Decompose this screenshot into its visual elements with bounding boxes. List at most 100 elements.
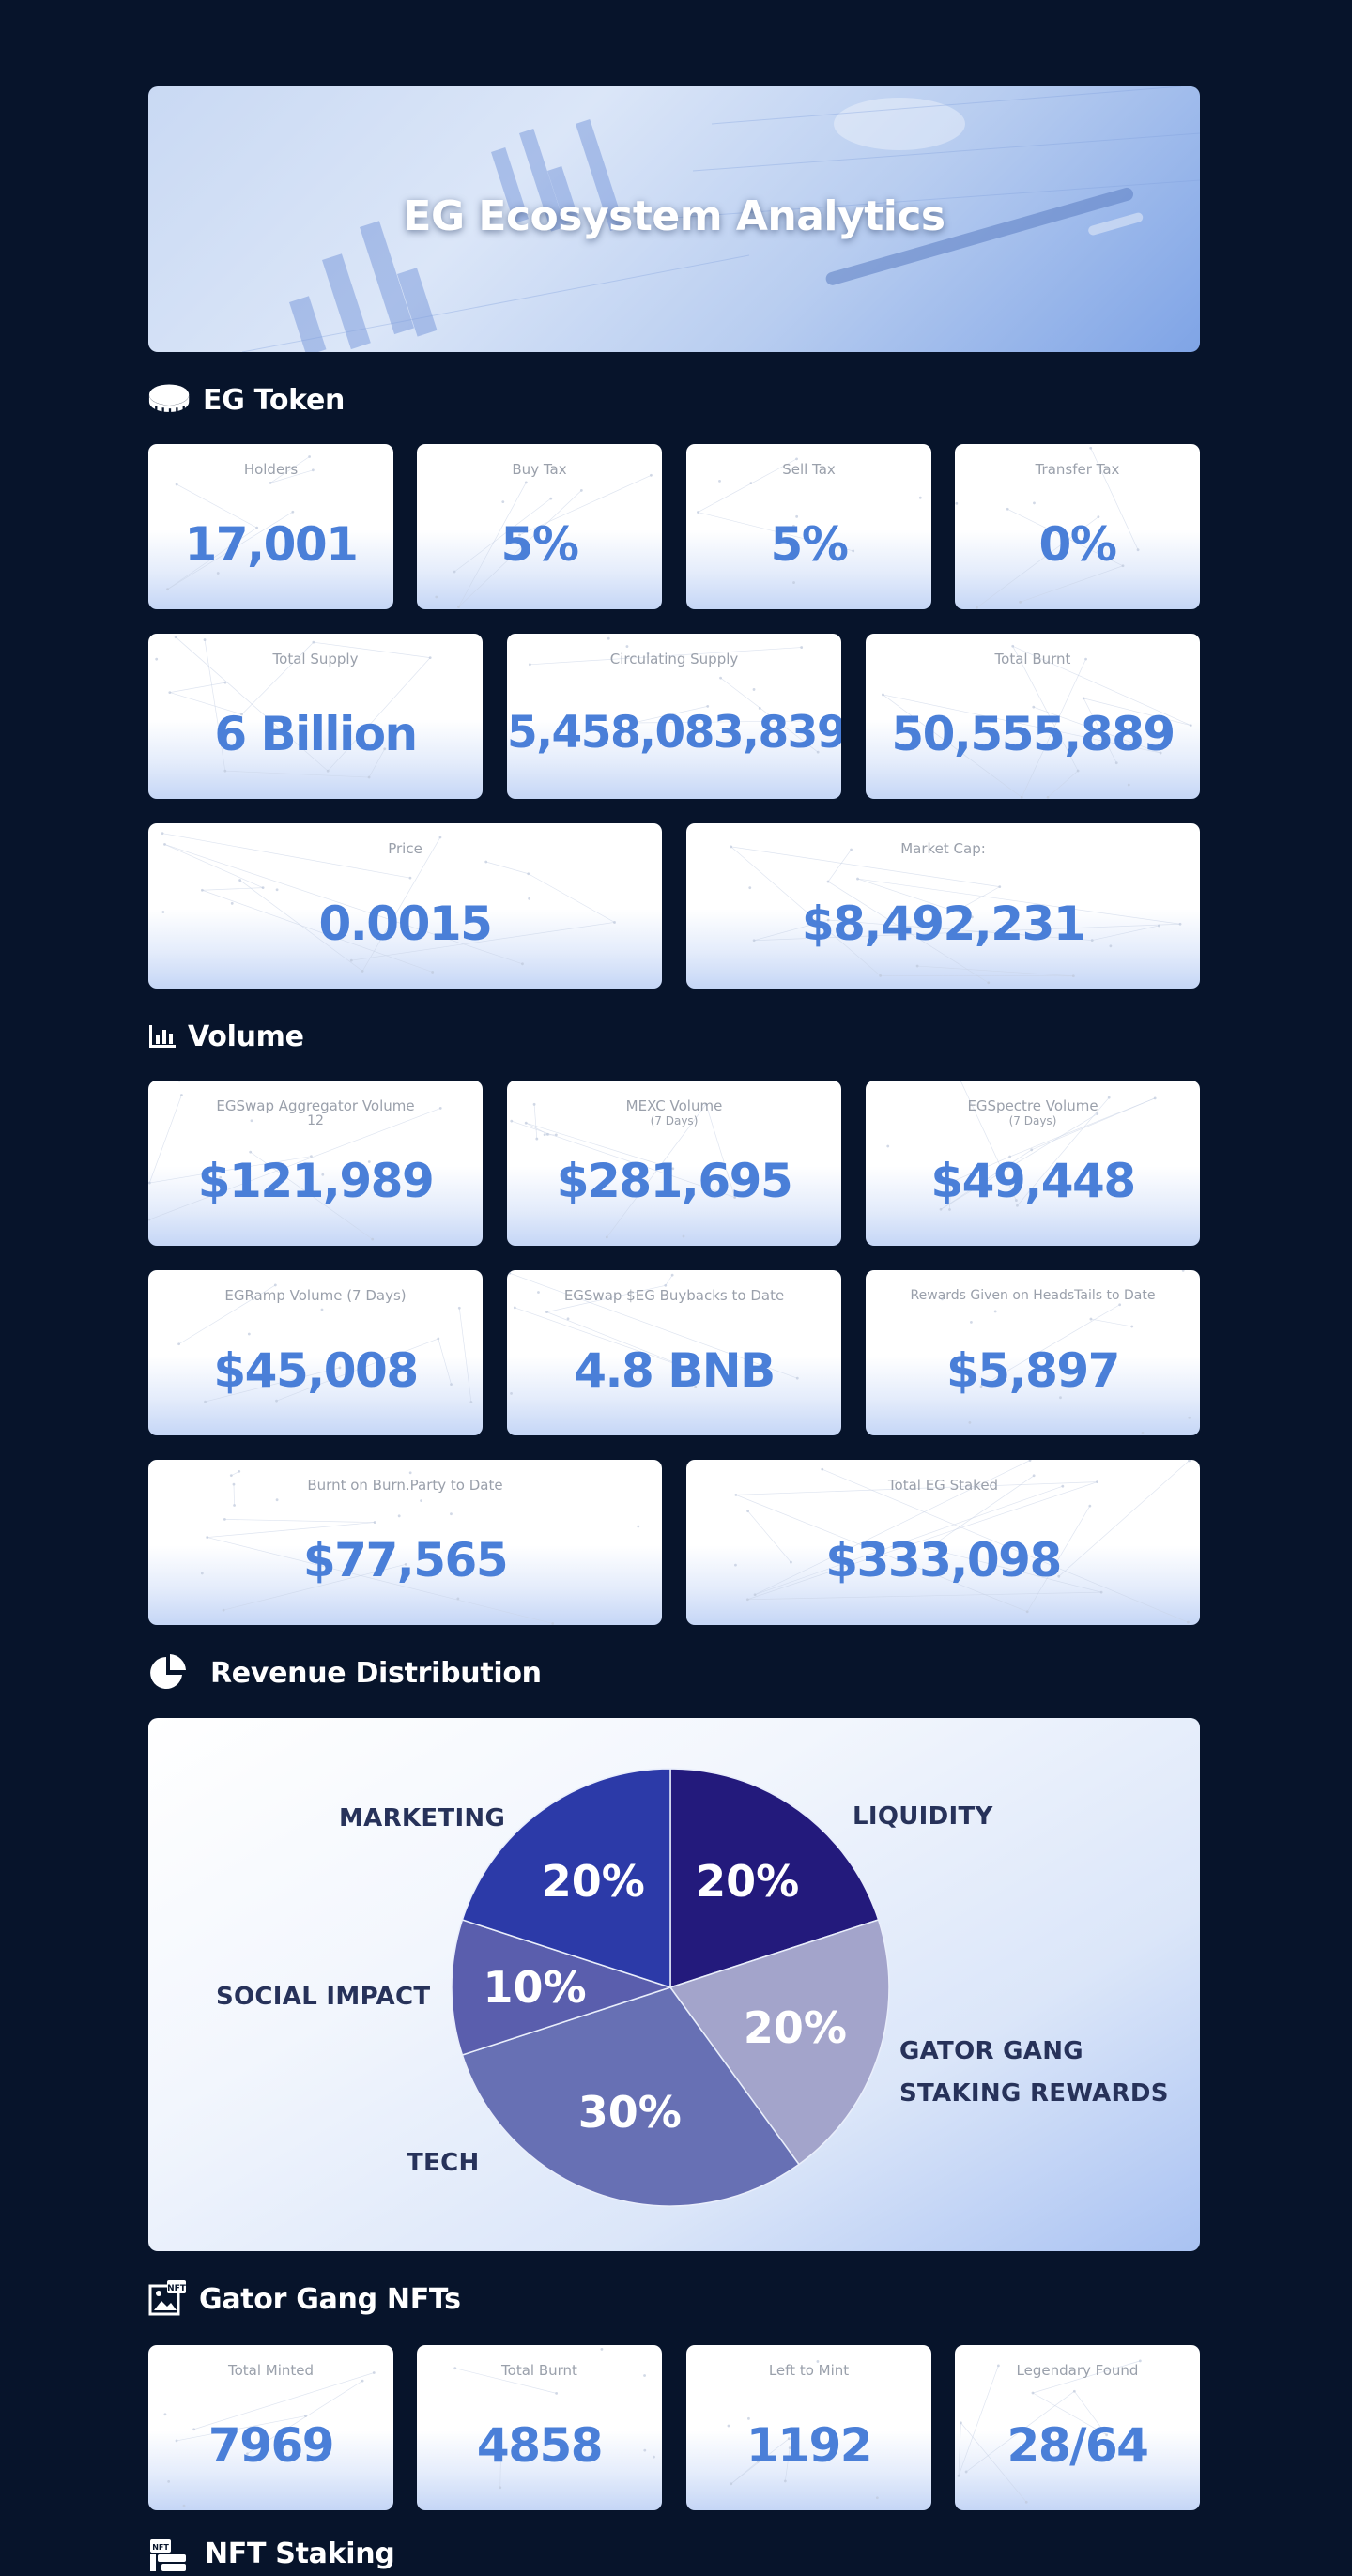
stat-label: EGSwap Aggregator Volume 12 xyxy=(158,1097,473,1127)
stat-card-egswap-aggregator-volume: EGSwap Aggregator Volume 12 $121,989 xyxy=(148,1081,483,1246)
stat-value: 4.8 BNB xyxy=(574,1343,776,1398)
pie-chart-icon xyxy=(148,1654,210,1692)
nft-staking-icon: NFT xyxy=(148,2536,205,2571)
card-background-pattern xyxy=(727,2360,879,2500)
section-header-revenue: Revenue Distribution xyxy=(148,1652,542,1694)
stat-label-sub: (7 Days) xyxy=(650,1114,699,1127)
stat-card-price: Price 0.0015 xyxy=(148,823,662,989)
stat-label: Legendary Found xyxy=(1016,2362,1139,2379)
svg-text:NFT: NFT xyxy=(152,2543,169,2552)
stat-card-market-cap: Market Cap: $8,492,231 xyxy=(686,823,1200,989)
stat-label: EGSwap $EG Buybacks to Date xyxy=(563,1287,785,1304)
card-background-pattern xyxy=(886,1081,1157,1211)
hero-background-graphic xyxy=(241,86,1200,352)
stat-label: Burnt on Burn.Party to Date xyxy=(307,1477,503,1494)
card-background-pattern xyxy=(882,644,1192,799)
section-header-token: EG Token xyxy=(148,379,345,421)
stat-label: Circulating Supply xyxy=(609,651,739,667)
section-title-volume: Volume xyxy=(188,1020,304,1053)
card-background-pattern xyxy=(955,446,1140,609)
stat-card-egspectre-volume: EGSpectre Volume (7 Days) $49,448 xyxy=(866,1081,1200,1246)
stat-value: 1192 xyxy=(745,2418,873,2473)
stat-value: 50,555,889 xyxy=(891,707,1175,761)
card-background-pattern xyxy=(453,2347,655,2490)
card-background-pattern xyxy=(200,1470,640,1625)
stat-label: Rewards Given on HeadsTails to Date xyxy=(910,1288,1156,1303)
stat-card-egramp-volume: EGRamp Volume (7 Days) $45,008 xyxy=(148,1270,483,1435)
card-background-pattern xyxy=(510,1102,737,1239)
section-title-revenue: Revenue Distribution xyxy=(210,1656,542,1690)
nft-image-icon: NFT xyxy=(148,2280,199,2318)
section-header-staking: NFT NFT Staking xyxy=(148,2535,395,2572)
card-background-pattern xyxy=(730,845,1182,985)
stat-label: Holders xyxy=(243,461,299,478)
stat-value: 17,001 xyxy=(184,517,359,572)
card-background-pattern xyxy=(734,1460,1191,1624)
card-background-pattern xyxy=(528,636,820,754)
stat-value: $49,448 xyxy=(930,1154,1136,1208)
stat-value: 4858 xyxy=(476,2418,604,2473)
card-background-pattern xyxy=(941,1270,1191,1434)
card-background-pattern xyxy=(177,1283,473,1403)
section-title-nfts: Gator Gang NFTs xyxy=(199,2282,461,2316)
pie-value-label: 10% xyxy=(483,1962,586,2013)
stat-value: $121,989 xyxy=(197,1154,435,1208)
section-header-nfts: NFT Gator Gang NFTs xyxy=(148,2278,461,2320)
stat-label: Price xyxy=(388,840,422,857)
pie-slice-gator-gang-staking-rewards xyxy=(668,1919,890,2166)
pie-label-tech: TECH xyxy=(407,2149,480,2177)
stat-card-egswap-buybacks: EGSwap $EG Buybacks to Date 4.8 BNB xyxy=(507,1270,841,1435)
pie-slice-social-impact xyxy=(451,1919,673,2056)
stat-value: 5% xyxy=(770,517,849,572)
stat-label: Total Burnt xyxy=(994,651,1071,667)
stat-label-main: EGSpectre Volume xyxy=(967,1097,1098,1114)
pie-label-social-impact: SOCIAL IMPACT xyxy=(216,1983,431,2011)
pie-slice-tech xyxy=(461,1986,801,2207)
stat-value: $45,008 xyxy=(213,1343,419,1398)
stat-label: EGRamp Volume (7 Days) xyxy=(224,1287,407,1304)
pie-label-liquidity: LIQUIDITY xyxy=(853,1802,993,1831)
section-title-token: EG Token xyxy=(203,383,346,417)
pie-value-label: 20% xyxy=(744,2002,847,2053)
stat-card-nft-total-burnt: Total Burnt 4858 xyxy=(417,2345,662,2510)
stat-card-transfer-tax: Transfer Tax 0% xyxy=(955,444,1200,609)
coin-stack-icon xyxy=(148,381,192,419)
hero-banner: EG Ecosystem Analytics xyxy=(148,86,1200,352)
section-title-staking: NFT Staking xyxy=(205,2537,395,2570)
stat-label-sub: (7 Days) xyxy=(1008,1114,1057,1127)
stat-label: EGSpectre Volume (7 Days) xyxy=(875,1097,1191,1127)
stat-value: $281,695 xyxy=(556,1154,793,1208)
stat-card-total-minted: Total Minted 7969 xyxy=(148,2345,393,2510)
stat-card-legendary-found: Legendary Found 28/64 xyxy=(955,2345,1200,2510)
pie-label-marketing: MARKETING xyxy=(339,1804,506,1832)
pie-slice-liquidity xyxy=(669,1768,880,1989)
stat-value: 7969 xyxy=(207,2418,335,2473)
stat-label-main: EGSwap Aggregator Volume xyxy=(216,1097,415,1114)
stat-label: Market Cap: xyxy=(900,840,986,857)
pie-chart: 20% 20% 30% 10% 20% xyxy=(451,1768,890,2207)
pie-slice-marketing xyxy=(461,1768,671,1989)
stat-card-headstails-rewards: Rewards Given on HeadsTails to Date $5,8… xyxy=(866,1270,1200,1435)
stat-card-sell-tax: Sell Tax 5% xyxy=(686,444,931,609)
stat-value: $333,098 xyxy=(825,1533,1062,1587)
stat-label: Total Burnt xyxy=(501,2362,577,2379)
stat-value: 5,458,083,839 xyxy=(507,707,841,759)
stat-label: Total Minted xyxy=(227,2362,315,2379)
stat-value: 0.0015 xyxy=(318,897,493,951)
stat-value: 28/64 xyxy=(1006,2418,1149,2473)
stat-card-circulating-supply: Circulating Supply 5,458,083,839 xyxy=(507,634,841,799)
svg-text:NFT: NFT xyxy=(167,2284,186,2293)
card-background-pattern xyxy=(957,2359,1142,2504)
stat-label: Buy Tax xyxy=(512,461,567,478)
stat-card-left-to-mint: Left to Mint 1192 xyxy=(686,2345,931,2510)
stat-card-burn-party: Burnt on Burn.Party to Date $77,565 xyxy=(148,1460,662,1625)
pie-value-label: 30% xyxy=(578,2087,682,2138)
stat-value: $5,897 xyxy=(946,1343,1120,1398)
card-background-pattern xyxy=(148,1081,442,1241)
pie-value-label: 20% xyxy=(542,1856,645,1907)
card-background-pattern xyxy=(163,2371,376,2507)
stat-label: Sell Tax xyxy=(782,461,836,478)
stat-card-holders: Holders 17,001 xyxy=(148,444,393,609)
page-title: EG Ecosystem Analytics xyxy=(403,192,945,240)
stat-label: Total EG Staked xyxy=(887,1477,999,1494)
